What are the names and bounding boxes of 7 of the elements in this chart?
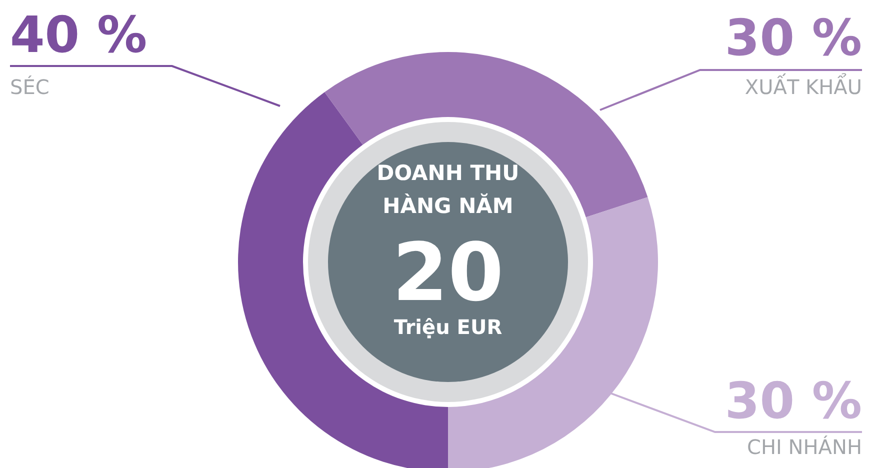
data-label: 30 % bbox=[724, 372, 862, 430]
data-label: 40 % bbox=[10, 6, 148, 64]
slice-label: XUẤT KHẨU bbox=[744, 73, 862, 99]
text: DOANH THU HÀNG NĂM bbox=[376, 161, 520, 218]
data-label: 30 % bbox=[724, 9, 862, 67]
slice-label: SÉC bbox=[10, 75, 50, 99]
slice-label: CHI NHÁNH bbox=[747, 435, 862, 459]
